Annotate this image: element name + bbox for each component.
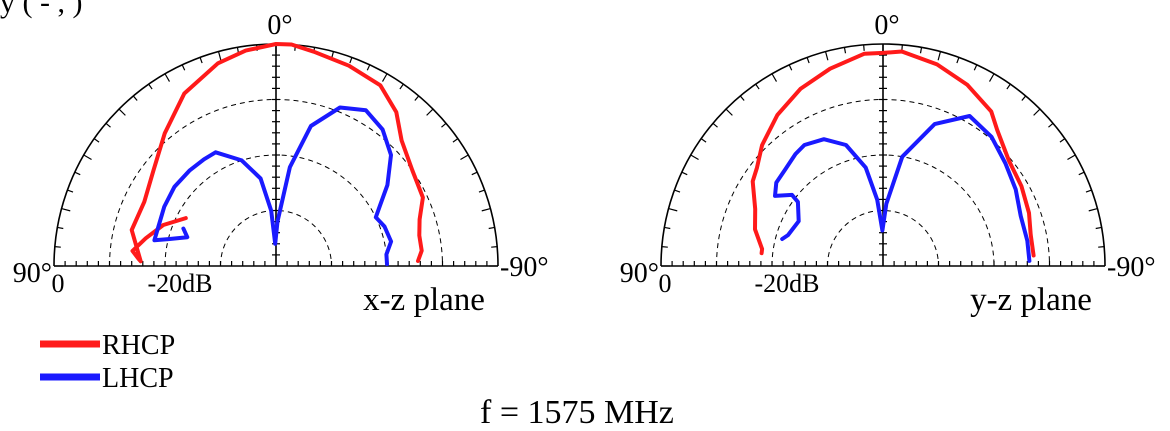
angle-tick xyxy=(725,108,733,116)
series-rhcp-trace xyxy=(129,42,425,264)
angle-tick xyxy=(164,73,171,82)
angle-tick xyxy=(460,154,469,161)
angle-tick xyxy=(93,138,100,143)
angle-tick xyxy=(74,171,81,176)
header-partial-text: y ( - , ) xyxy=(0,0,82,19)
angle-tick xyxy=(381,73,388,82)
angle-tick xyxy=(755,83,760,90)
angle-label-90: 90° xyxy=(13,258,52,289)
angle-tick xyxy=(664,226,671,230)
angle-tick xyxy=(824,51,829,61)
radial-label-ring: -20dB xyxy=(148,269,213,298)
legend: RHCP LHCP xyxy=(40,330,175,394)
radial-label-center: 0 xyxy=(659,269,672,298)
legend-label-lhcp: LHCP xyxy=(102,363,174,394)
angle-tick xyxy=(217,51,222,61)
angle-tick xyxy=(1021,95,1027,101)
angle-tick xyxy=(1033,108,1041,116)
polar-charts: 0° 90° -90° 0 -20dB x-z plane 0° 90° -90° 0 -20dB y… xyxy=(13,10,1156,318)
angle-label-neg90: -90° xyxy=(1107,252,1156,283)
angle-tick xyxy=(478,189,485,193)
angle-tick xyxy=(956,57,960,64)
angle-tick xyxy=(148,83,153,90)
angle-tick xyxy=(83,154,92,161)
plane-label: x-z plane xyxy=(363,282,485,318)
angle-label-90: 90° xyxy=(620,258,659,289)
angle-tick xyxy=(739,95,745,101)
angle-tick xyxy=(700,138,707,143)
angle-tick xyxy=(1095,226,1102,230)
angle-tick xyxy=(481,207,491,212)
frequency-label: f = 1575 MHz xyxy=(480,394,674,431)
angle-tick xyxy=(61,207,71,212)
angle-label-0: 0° xyxy=(874,10,899,41)
angle-tick xyxy=(181,64,186,71)
angle-tick xyxy=(919,47,923,54)
series-rhcp-trace xyxy=(750,49,1036,258)
legend-label-rhcp: RHCP xyxy=(102,330,175,361)
angle-tick xyxy=(1085,189,1092,193)
angle-tick xyxy=(668,207,678,212)
angle-label-neg90: -90° xyxy=(500,252,549,283)
angle-tick xyxy=(366,64,371,71)
angle-tick xyxy=(491,246,498,248)
radial-label-center: 0 xyxy=(52,269,65,298)
angle-tick xyxy=(199,57,203,64)
angle-tick xyxy=(1006,83,1011,90)
angle-tick xyxy=(973,64,978,71)
angle-tick xyxy=(471,171,478,176)
angle-tick xyxy=(1048,122,1054,128)
angle-tick xyxy=(674,189,681,193)
polar-chart-1: 0° 90° -90° 0 -20dB x-z plane xyxy=(13,10,549,318)
angle-tick xyxy=(1059,138,1066,143)
angle-tick xyxy=(488,226,495,230)
angle-tick xyxy=(1088,207,1098,212)
angle-tick xyxy=(67,189,74,193)
angle-tick xyxy=(937,51,942,61)
angle-tick xyxy=(988,73,995,82)
angle-tick xyxy=(441,122,447,128)
angle-tick xyxy=(399,83,404,90)
angle-tick xyxy=(57,226,64,230)
angle-tick xyxy=(105,122,111,128)
plane-label: y-z plane xyxy=(970,282,1092,318)
angle-tick xyxy=(788,64,793,71)
angle-tick xyxy=(1078,171,1085,176)
angle-tick xyxy=(426,108,434,116)
angle-tick xyxy=(843,47,847,54)
angle-tick xyxy=(132,95,138,101)
angle-tick xyxy=(414,95,420,101)
angle-tick xyxy=(771,73,778,82)
angle-tick xyxy=(690,154,699,161)
angle-tick xyxy=(681,171,688,176)
series-lhcp-trace xyxy=(773,114,1032,263)
angle-tick xyxy=(54,246,61,248)
angle-tick xyxy=(349,57,353,64)
angle-tick xyxy=(661,246,668,248)
angle-tick xyxy=(863,44,865,51)
series-lhcp-trace xyxy=(152,105,394,267)
angle-tick xyxy=(806,57,810,64)
radial-label-ring: -20dB xyxy=(755,269,820,298)
angle-tick xyxy=(1098,246,1105,248)
angle-tick xyxy=(712,122,718,128)
angle-tick xyxy=(1067,154,1076,161)
angle-tick xyxy=(118,108,126,116)
angle-label-0: 0° xyxy=(267,10,292,41)
polar-chart-2: 0° 90° -90° 0 -20dB y-z plane xyxy=(620,10,1156,318)
angle-tick xyxy=(452,138,459,143)
